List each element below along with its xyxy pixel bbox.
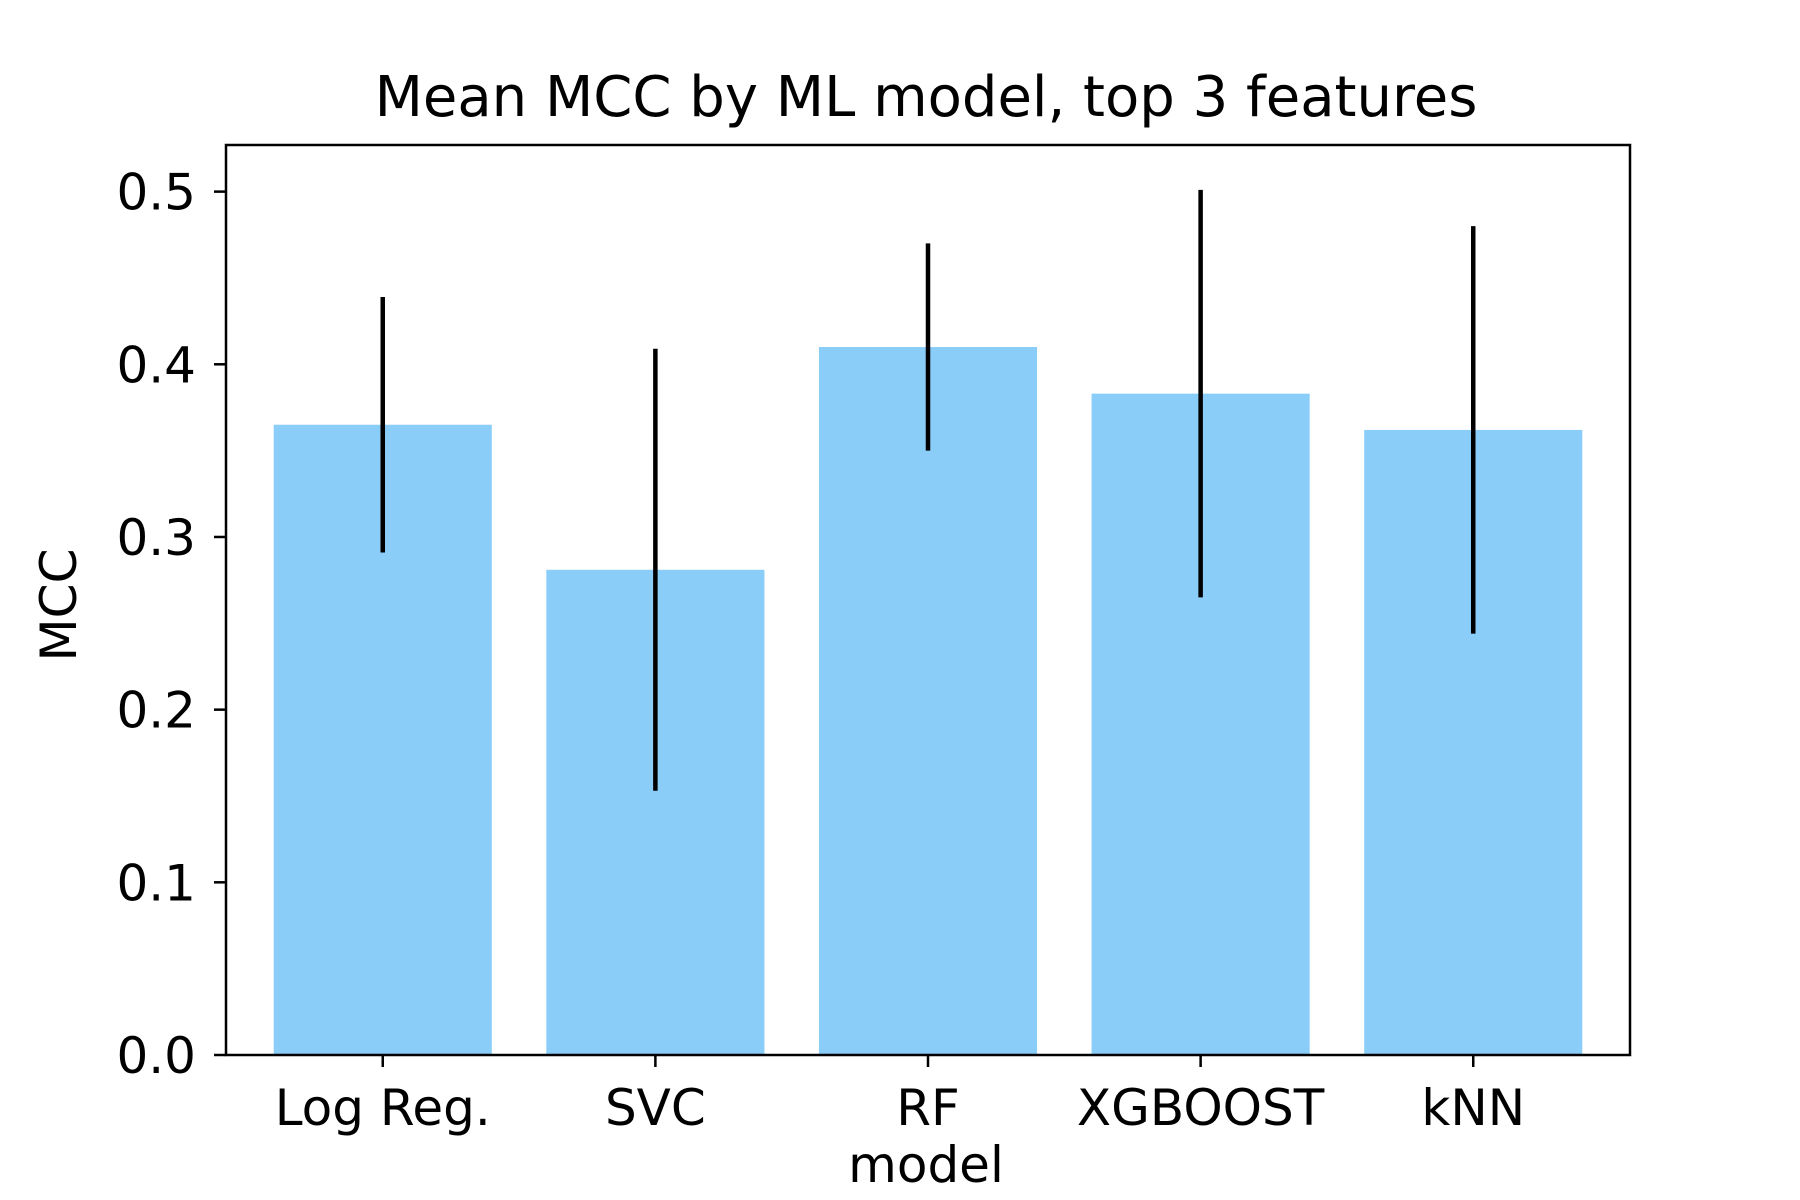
x-tick-label-1: SVC xyxy=(605,1079,706,1137)
y-tick-label-0: 0.0 xyxy=(116,1027,196,1085)
x-tick-label-4: kNN xyxy=(1421,1079,1525,1137)
x-tick-label-0: Log Reg. xyxy=(275,1079,491,1137)
y-tick-label-3: 0.3 xyxy=(116,509,196,567)
y-tick-label-5: 0.5 xyxy=(116,164,196,222)
y-axis-ticks: 0.0 0.1 0.2 0.3 0.4 0.5 xyxy=(116,164,226,1085)
bar-2 xyxy=(818,347,1038,1055)
bars-group xyxy=(273,347,1583,1056)
y-axis-label: MCC xyxy=(30,549,88,662)
y-tick-label-2: 0.2 xyxy=(116,682,196,740)
y-tick-label-4: 0.4 xyxy=(116,336,196,394)
error-bars-group xyxy=(380,189,1476,791)
x-tick-label-2: RF xyxy=(896,1079,960,1137)
x-axis-label: model xyxy=(848,1136,1004,1194)
y-tick-label-1: 0.1 xyxy=(116,854,196,912)
x-axis-ticks: Log Reg. SVC RF XGBOOST kNN xyxy=(275,1055,1525,1137)
x-tick-label-3: XGBOOST xyxy=(1077,1079,1325,1137)
chart-title: Mean MCC by ML model, top 3 features xyxy=(375,65,1478,130)
